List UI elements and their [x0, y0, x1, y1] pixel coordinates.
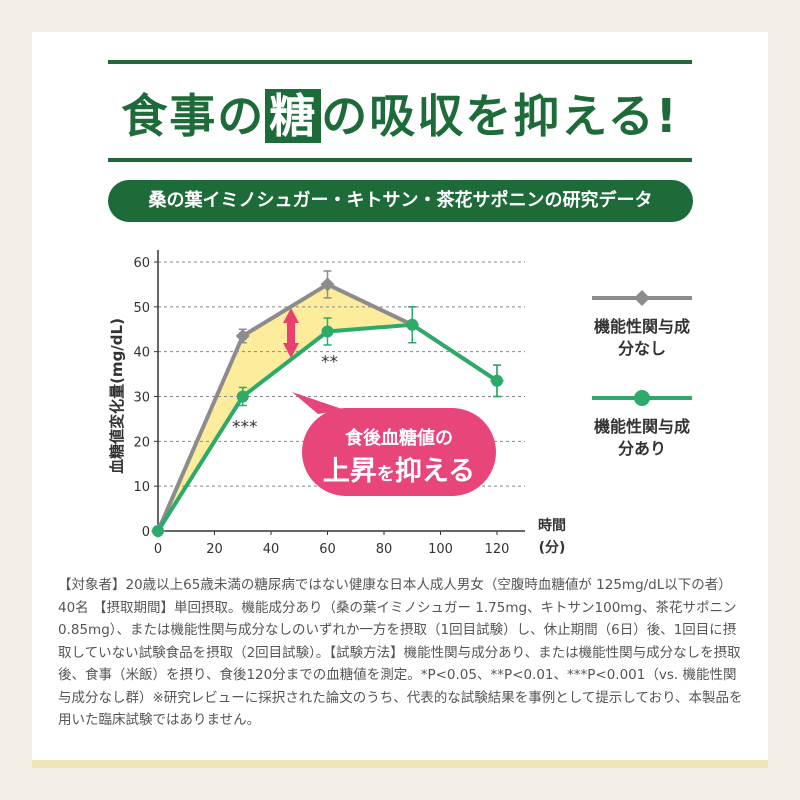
legend-label: 機能性関与成分なし	[593, 317, 690, 358]
marker	[235, 328, 250, 343]
title-part: の吸収を抑える!	[321, 89, 679, 143]
title-part: 食事の	[121, 89, 266, 143]
y-tick-label: 40	[133, 346, 150, 361]
x-axis-label: 時間	[538, 517, 566, 534]
banner: 桑の葉イミノシュガー・キトサン・茶花サポニンの研究データ	[108, 180, 693, 222]
x-tick-label: 100	[428, 542, 453, 557]
x-axis-label: (分)	[539, 540, 566, 556]
x-tick-label: 0	[154, 542, 162, 557]
y-axis-label: 血糖値変化量(mg/dL)	[108, 318, 126, 474]
callout-part: を	[377, 464, 395, 485]
y-tick-label: 10	[133, 480, 150, 495]
x-tick-label: 60	[319, 542, 336, 557]
x-tick-label: 20	[206, 542, 223, 557]
y-tick-label: 60	[133, 256, 150, 271]
chart: 0 10 20 30 40 50 60 0 20 40 60 80 100 120 血糖値変化量(mg/dL…	[108, 250, 692, 557]
legend-label: 機能性関与成分あり	[593, 417, 690, 458]
significance-label: **	[321, 352, 338, 372]
title: 食事の糖の吸収を抑える!	[0, 80, 800, 146]
difference-area	[158, 284, 497, 531]
rule	[108, 60, 692, 64]
marker	[491, 374, 503, 387]
marker	[152, 525, 164, 537]
significance-label: ***	[232, 418, 258, 438]
marker	[406, 318, 419, 331]
x-tick-label: 120	[485, 542, 510, 557]
arrow	[283, 308, 299, 358]
callout-part: 抑える	[395, 456, 475, 487]
title-highlight: 糖	[265, 89, 322, 143]
marker	[320, 277, 335, 292]
y-tick-label: 50	[133, 301, 150, 316]
marker	[236, 390, 249, 403]
callout-text: 食後血糖値の	[344, 427, 453, 449]
y-tick-label: 20	[133, 435, 150, 450]
footnote: 【対象者】20歳以上65歳未満の糖尿病ではない健康な日本人成人男女（空腹時血糖値…	[58, 577, 743, 728]
legend-marker	[634, 390, 650, 406]
y-tick-label: 30	[133, 391, 150, 406]
callout-part: 上昇	[323, 456, 377, 487]
callout	[302, 408, 496, 496]
legend-marker	[634, 290, 650, 306]
x-tick-label: 80	[376, 542, 393, 557]
x-tick-label: 40	[263, 542, 280, 557]
callout-pointer	[292, 392, 345, 414]
marker	[321, 325, 334, 338]
y-tick-label: 0	[142, 525, 150, 540]
callout-text: 上昇を抑える	[323, 456, 475, 487]
rule	[108, 158, 692, 162]
